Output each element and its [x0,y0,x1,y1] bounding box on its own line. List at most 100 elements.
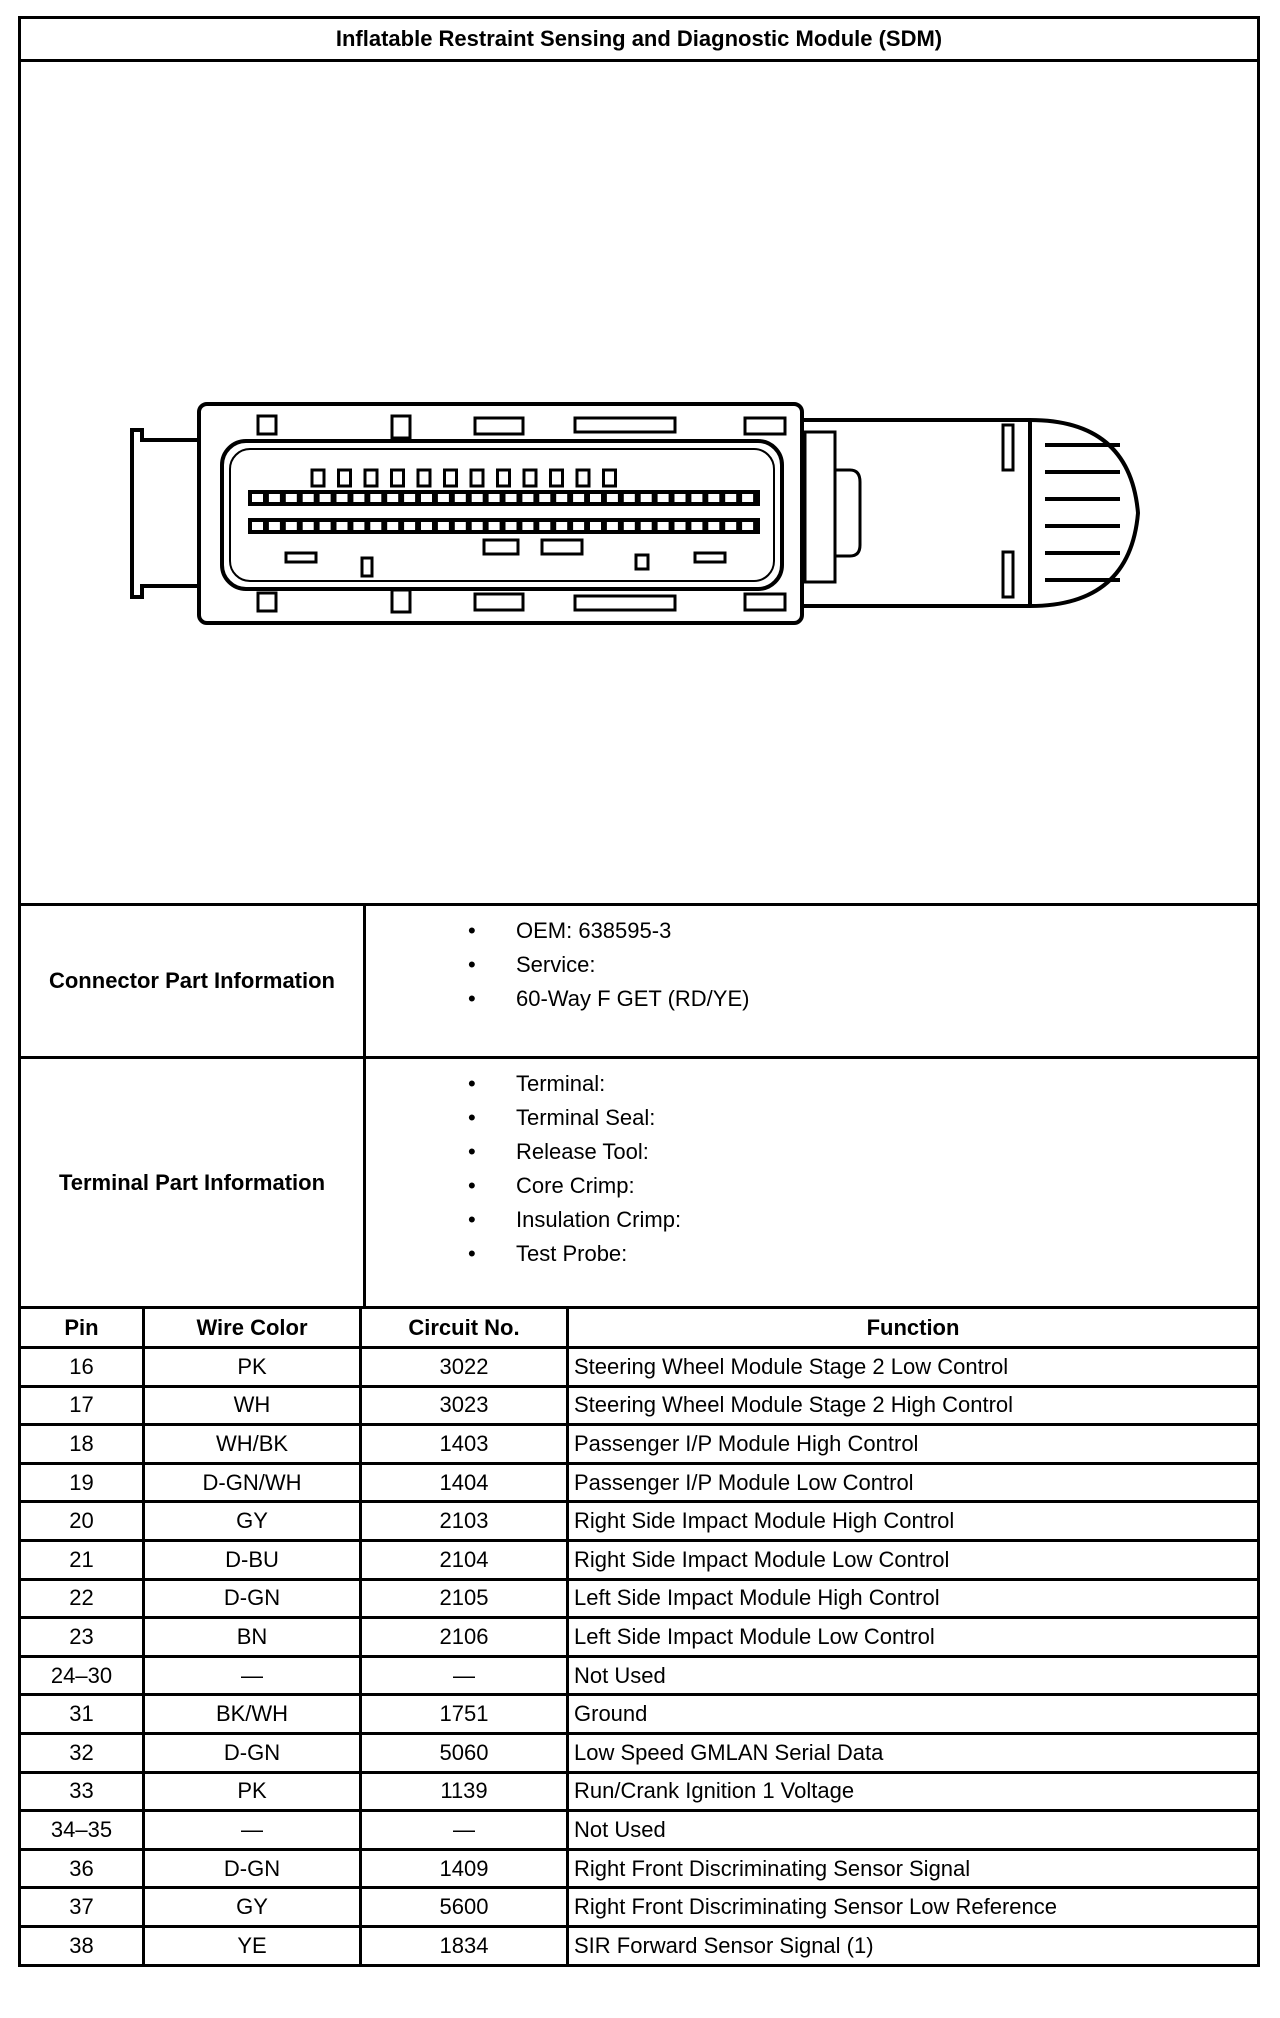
pin-cavity [285,494,297,502]
pin-latch-tab [363,468,379,488]
table-row: 19 D-GN/WH 1404 Passenger I/P Module Low Co… [18,1461,1260,1504]
cell-wire-color: D-GN [142,1731,362,1774]
cell-wire-color: PK [142,1770,362,1813]
cell-function: Left Side Impact Module High Control [566,1577,1260,1620]
cell-pin: 38 [18,1924,145,1967]
connector-part-info-row: Connector Part Information OEM: 638595-3… [18,903,1260,1059]
cell-wire-color: — [142,1654,362,1697]
cell-function: Right Side Impact Module High Control [566,1500,1260,1542]
pin-latch-tab [549,468,564,488]
table-row: 17 WH 3023 Steering Wheel Module Stage 2 Hi… [18,1384,1260,1427]
cell-circuit-no: 1751 [359,1693,569,1735]
cell-function: Left Side Impact Module Low Control [566,1616,1260,1658]
table-row: 36 D-GN 1409 Right Front Discriminating Sen… [18,1847,1260,1890]
cell-circuit-no: 2104 [359,1538,569,1581]
cell-wire-color: D-GN/WH [142,1461,362,1504]
cell-circuit-no: 2106 [359,1616,569,1658]
pin-cavity [268,494,280,502]
pin-cavity [505,522,517,530]
table-row: 34–35— — Not Used [18,1809,1260,1851]
pin-cavity [590,522,601,530]
pin-cavity [556,494,568,502]
pin-latch-tab [337,468,352,488]
pin-cavity [353,494,365,502]
pin-cavity [437,522,449,530]
cell-function: Steering Wheel Module Stage 2 Low Contro… [566,1346,1260,1388]
terminal-part-info-label: Terminal Part Information [21,1059,366,1306]
cell-pin: 34–35 [18,1809,145,1851]
pin-cavity [640,522,652,530]
pin-latch-tab [416,468,432,488]
pin-cavity [708,494,720,502]
terminal-part-info-row: Terminal Part Information Terminal: Term… [18,1056,1260,1309]
pin-cavity [488,494,500,502]
header-pin: Pin [18,1306,145,1349]
cell-wire-color: PK [142,1346,362,1388]
pin-cavity [742,494,754,502]
pin-cavity [404,522,416,530]
pin-cavity [370,522,382,530]
header-wire-color: Wire Color [142,1306,362,1349]
pin-cavity [252,522,263,530]
cell-circuit-no: — [359,1809,569,1851]
connector-latch [802,418,1141,608]
table-row: 16 PK 3022 Steering Wheel Module Stage 2 Lo… [18,1346,1260,1388]
cell-function: Right Side Impact Module Low Control [566,1538,1260,1581]
pin-cavity [437,494,449,502]
table-row: 23 BN 2106 Left Side Impact Module Low Cont… [18,1616,1260,1658]
pinout-table: Pin Wire Color Circuit No. Function 16 PK… [18,1306,1260,1967]
cell-circuit-no: 5600 [359,1886,569,1928]
pin-cavity [522,494,534,502]
cell-function: Steering Wheel Module Stage 2 High Contr… [566,1384,1260,1427]
cell-function: Ground [566,1693,1260,1735]
pin-cavity [623,522,635,530]
table-row: 20 GY 2103 Right Side Impact Module High Co… [18,1500,1260,1542]
pin-latch-tab [390,468,405,488]
pin-cavity [404,494,416,502]
table-row: 21 D-BU 2104 Right Side Impact Module Low C… [18,1538,1260,1581]
pin-cavity [691,522,703,530]
pin-cavity [454,522,466,530]
cell-wire-color: BK/WH [142,1693,362,1735]
pin-cavity [573,494,585,502]
pin-latch-tab [602,468,617,488]
pin-cavity [725,494,737,502]
header-function: Function [566,1306,1260,1349]
pin-cavity [302,494,314,502]
pin-cavity [336,522,348,530]
pin-cavity [505,494,517,502]
pin-cavity [522,522,534,530]
pin-latch-tab [310,468,326,488]
terminal-info-core-crimp: Core Crimp: [366,1169,681,1203]
pin-cavity [539,522,551,530]
cell-function: Passenger I/P Module High Control [566,1423,1260,1465]
cell-circuit-no: 1403 [359,1423,569,1465]
cell-pin: 22 [18,1577,145,1620]
pin-cavity [319,494,331,502]
cell-wire-color: WH [142,1384,362,1427]
pin-cavity [488,522,500,530]
pin-cavity [471,522,483,530]
cell-pin: 33 [18,1770,145,1813]
pin-cavity [742,522,754,530]
cell-wire-color: WH/BK [142,1423,362,1465]
pin-cavity [725,522,737,530]
cell-circuit-no: 1139 [359,1770,569,1813]
pin-cavity [387,522,399,530]
table-row: 24–30— — Not Used [18,1654,1260,1697]
pin-cavity [606,522,618,530]
cell-pin: 36 [18,1847,145,1890]
header-circuit-no: Circuit No. [359,1306,569,1349]
cell-wire-color: YE [142,1924,362,1967]
cell-function: Right Front Discriminating Sensor Signal [566,1847,1260,1890]
cell-pin: 16 [18,1346,145,1388]
pin-cavity [674,494,686,502]
cell-pin: 21 [18,1538,145,1581]
connector-info-oem: OEM: 638595-3 [366,914,749,948]
cell-pin: 24–30 [18,1654,145,1697]
cell-wire-color: D-BU [142,1538,362,1581]
pin-cavity [336,494,348,502]
cell-function: Passenger I/P Module Low Control [566,1461,1260,1504]
pin-cavity [708,522,720,530]
table-header-row: Pin Wire Color Circuit No. Function [18,1306,1260,1349]
